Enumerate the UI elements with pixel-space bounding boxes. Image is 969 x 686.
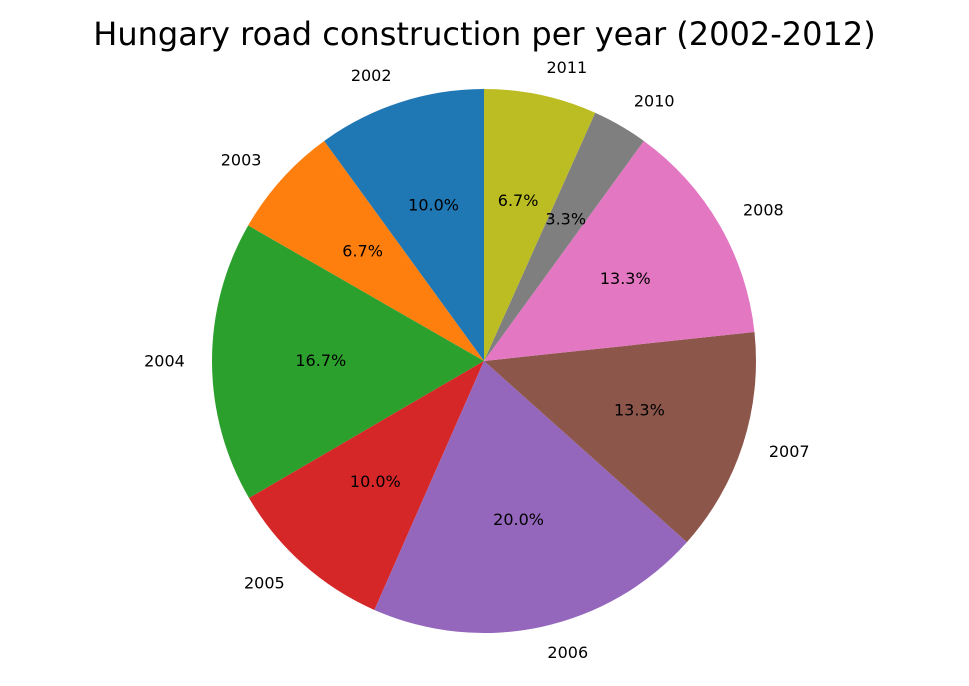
slice-label-2003: 2003	[221, 151, 262, 170]
pie-slice-2005	[249, 361, 484, 610]
slice-label-2004: 2004	[144, 351, 185, 370]
chart-title: Hungary road construction per year (2002…	[93, 15, 876, 53]
pct-label-2006: 20.0%	[493, 510, 544, 529]
slice-label-2008: 2008	[743, 201, 784, 220]
pct-label-2010: 3.3%	[545, 209, 586, 228]
pct-label-2008: 13.3%	[600, 269, 651, 288]
slice-label-2007: 2007	[769, 442, 810, 461]
pie-slice-2002	[324, 89, 484, 361]
pct-label-2011: 6.7%	[498, 191, 539, 210]
pct-label-2004: 16.7%	[295, 351, 346, 370]
pie-slice-2008	[484, 140, 755, 361]
pie-labels: 2002 10.0% 2003 6.7% 2004 16.7% 2005 10.0% 2006 2…	[144, 58, 809, 662]
pie-slice-2010	[484, 112, 644, 361]
pie-slice-2007	[484, 332, 756, 543]
pie-slice-2011	[484, 89, 596, 361]
pie-slice-2006	[374, 361, 687, 633]
slice-label-2010: 2010	[634, 92, 675, 111]
pct-label-2003: 6.7%	[342, 241, 383, 260]
pct-label-2002: 10.0%	[408, 195, 459, 214]
slice-label-2002: 2002	[351, 66, 392, 85]
pie-slice-2004	[211, 225, 484, 498]
pie-slices	[211, 89, 756, 633]
slice-label-2011: 2011	[547, 58, 588, 77]
pct-label-2005: 10.0%	[350, 472, 401, 491]
slice-label-2006: 2006	[547, 643, 588, 662]
slice-label-2005: 2005	[244, 574, 285, 593]
pct-label-2007: 13.3%	[614, 400, 665, 419]
pie-slice-2003	[248, 140, 484, 361]
